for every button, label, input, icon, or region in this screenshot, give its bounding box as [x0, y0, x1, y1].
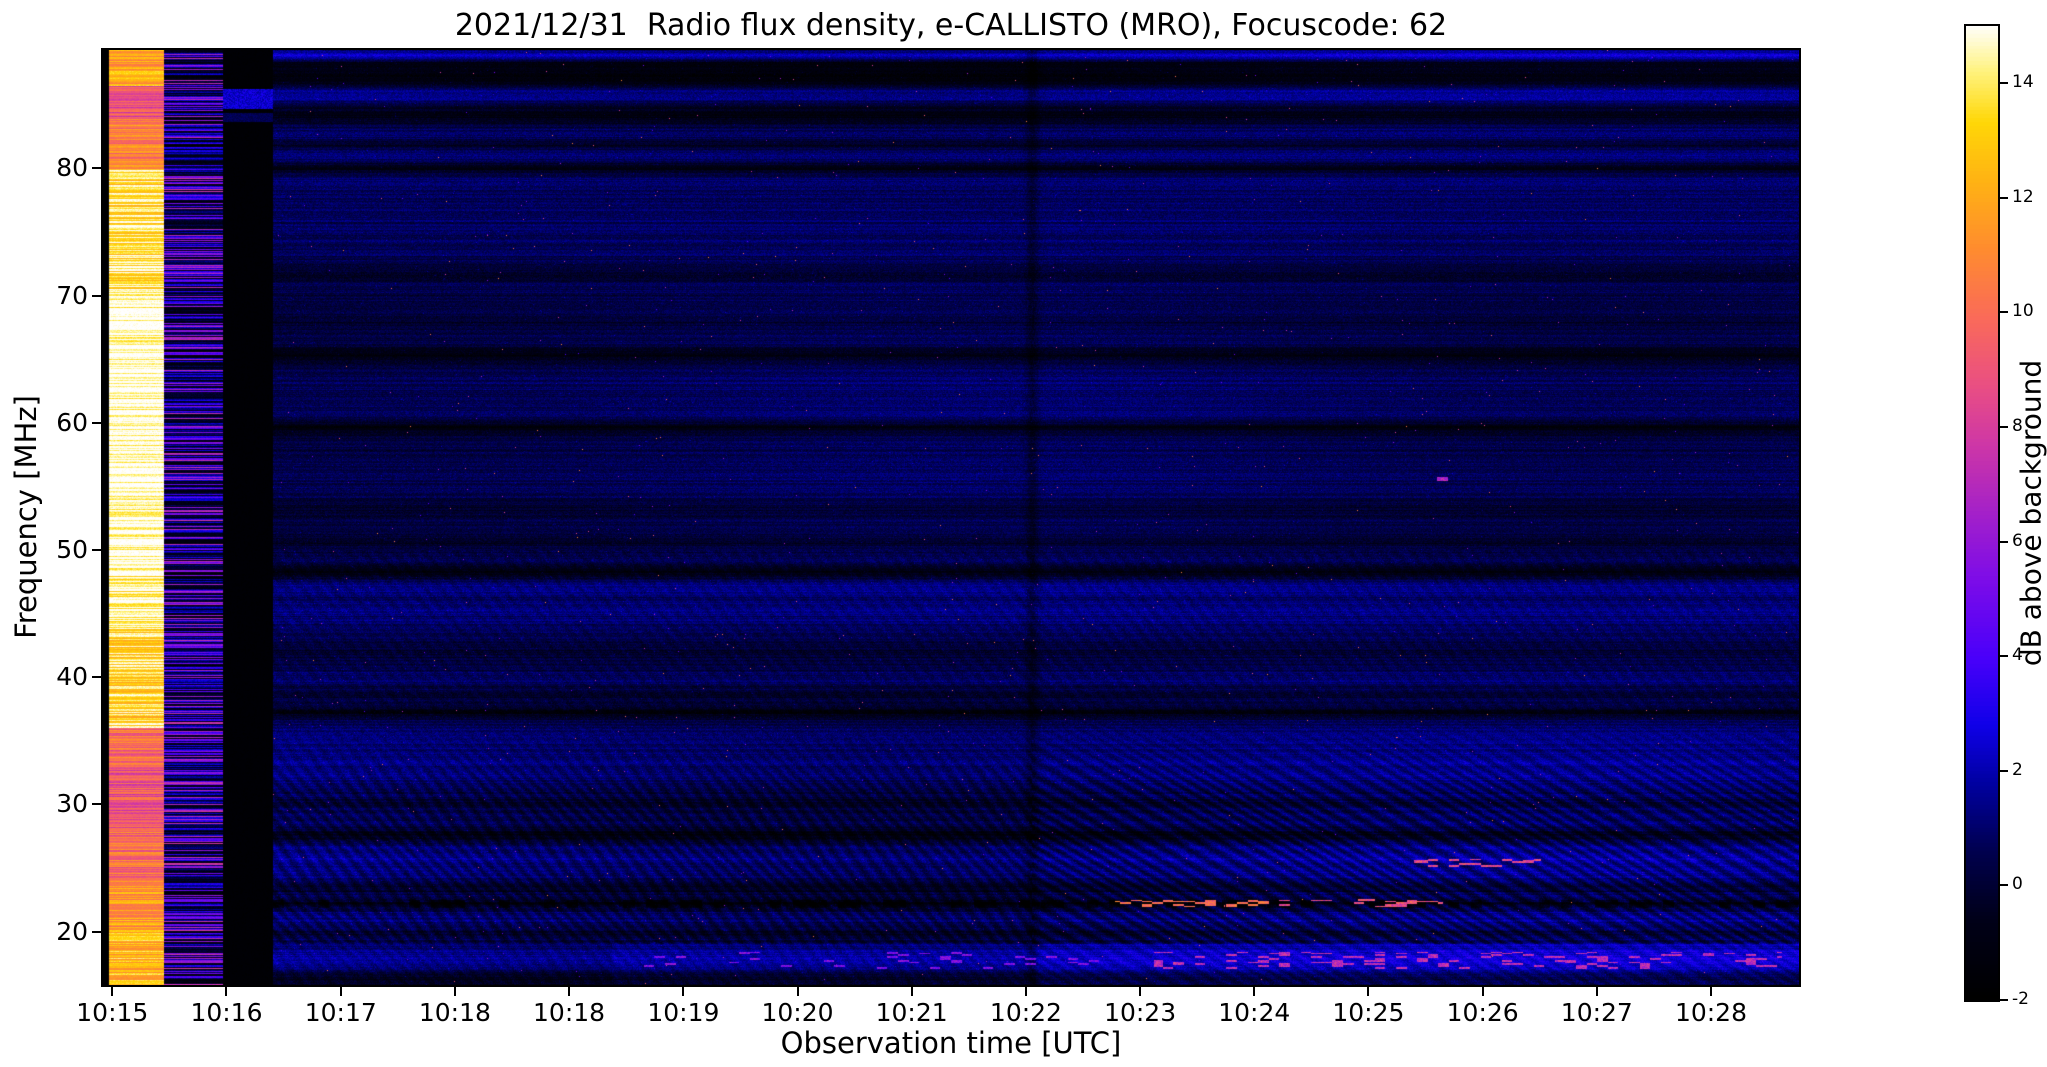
x-tick-mark: [453, 987, 456, 996]
colorbar-label: dB above background: [2014, 359, 2047, 667]
colorbar-tick-label: 0: [2012, 874, 2023, 895]
colorbar-canvas: [1966, 26, 1998, 1000]
y-tick-label: 20: [56, 916, 88, 946]
x-tick-label: 10:27: [1560, 998, 1633, 1027]
x-tick-label: 10:20: [761, 998, 834, 1027]
chart-title: 2021/12/31 Radio flux density, e-CALLIST…: [454, 8, 1448, 43]
x-tick-mark: [796, 987, 799, 996]
x-tick-mark: [1709, 987, 1712, 996]
x-tick-mark: [1139, 987, 1142, 996]
colorbar-tick-mark: [2000, 884, 2008, 887]
y-tick-label: 60: [56, 407, 88, 437]
x-tick-mark: [1367, 987, 1370, 996]
y-tick-mark: [92, 294, 101, 297]
x-tick-mark: [910, 987, 913, 996]
colorbar-tick-label: -2: [2012, 989, 2029, 1009]
colorbar-tick-mark: [2000, 655, 2008, 658]
y-tick-label: 80: [56, 153, 88, 183]
y-tick-mark: [92, 548, 101, 551]
x-tick-label: 10:18: [533, 998, 606, 1027]
colorbar-tick-label: 8: [2012, 416, 2023, 437]
y-tick-mark: [92, 421, 101, 424]
y-tick-mark: [92, 167, 101, 170]
colorbar-tick-mark: [2000, 540, 2008, 543]
x-tick-mark: [1481, 987, 1484, 996]
x-tick-label: 10:18: [418, 998, 491, 1027]
x-tick-label: 10:21: [875, 998, 948, 1027]
colorbar-tick-label: 6: [2012, 530, 2023, 551]
x-tick-mark: [339, 987, 342, 996]
x-tick-mark: [568, 987, 571, 996]
colorbar-tick-label: 10: [2012, 301, 2034, 322]
x-tick-mark: [1595, 987, 1598, 996]
y-tick-mark: [92, 676, 101, 679]
colorbar-tick-label: 14: [2012, 72, 2034, 93]
y-tick-label: 50: [56, 534, 88, 564]
y-tick-mark: [92, 803, 101, 806]
x-tick-label: 10:22: [989, 998, 1062, 1027]
x-tick-label: 10:16: [190, 998, 263, 1027]
x-tick-mark: [1253, 987, 1256, 996]
x-tick-label: 10:26: [1446, 998, 1519, 1027]
y-tick-label: 70: [56, 280, 88, 310]
x-tick-label: 10:28: [1674, 998, 1747, 1027]
y-tick-label: 40: [56, 662, 88, 692]
x-tick-mark: [111, 987, 114, 996]
x-tick-mark: [225, 987, 228, 996]
colorbar-tick-mark: [2000, 311, 2008, 314]
x-axis-label: Observation time [UTC]: [780, 1026, 1122, 1060]
y-tick-label: 30: [56, 789, 88, 819]
colorbar-tick-mark: [2000, 426, 2008, 429]
x-tick-label: 10:25: [1332, 998, 1405, 1027]
x-tick-label: 10:24: [1218, 998, 1291, 1027]
colorbar-tick-mark: [2000, 769, 2008, 772]
colorbar-tick-mark: [2000, 999, 2008, 1001]
x-tick-mark: [682, 987, 685, 996]
colorbar-tick-mark: [2000, 196, 2008, 199]
colorbar-tick-label: 2: [2012, 759, 2023, 780]
x-tick-label: 10:17: [304, 998, 377, 1027]
x-tick-mark: [1024, 987, 1027, 996]
colorbar-tick-mark: [2000, 82, 2008, 85]
x-tick-label: 10:23: [1104, 998, 1177, 1027]
x-tick-label: 10:15: [76, 998, 149, 1027]
colorbar-tick-label: 4: [2012, 645, 2023, 666]
y-tick-mark: [92, 930, 101, 933]
x-tick-label: 10:19: [647, 998, 720, 1027]
colorbar-tick-label: 12: [2012, 186, 2034, 207]
spectrogram-canvas: [103, 50, 1799, 985]
